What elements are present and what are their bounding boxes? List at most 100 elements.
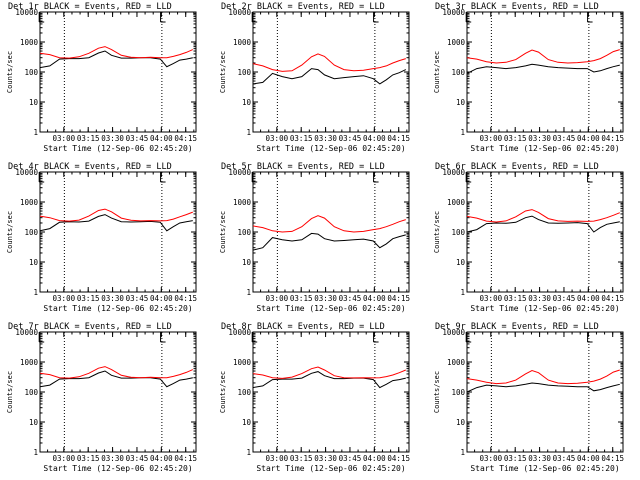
x-tick-label: 04:00 bbox=[577, 294, 600, 303]
x-tick-label: 03:30 bbox=[314, 134, 337, 143]
chart-panel: Det 2r BLACK = Events, RED = LLD 1 10 100 10… bbox=[219, 2, 410, 153]
y-tick-label: 100 bbox=[24, 388, 38, 397]
x-tick-label: 03:15 bbox=[504, 294, 527, 303]
x-tick-label: 03:15 bbox=[504, 134, 527, 143]
y-tick-label: 100 bbox=[451, 68, 465, 77]
chart-panel: Det 5r BLACK = Events, RED = LLD 1 10 100 10… bbox=[219, 162, 410, 313]
x-tick-label: 03:15 bbox=[77, 134, 100, 143]
x-tick-label: 03:00 bbox=[480, 454, 503, 463]
x-tick-label: 03:00 bbox=[480, 294, 503, 303]
x-axis-label: Start Time (12-Sep-06 02:45:20) bbox=[43, 304, 192, 313]
x-tick-label: 04:15 bbox=[601, 454, 624, 463]
x-tick-label: 04:15 bbox=[387, 294, 410, 303]
chart-panel: Det 6r BLACK = Events, RED = LLD 1 10 100 10… bbox=[433, 162, 624, 313]
x-tick-label: 03:30 bbox=[528, 454, 551, 463]
x-tick-label: 04:00 bbox=[577, 454, 600, 463]
x-axis-label: Start Time (12-Sep-06 02:45:20) bbox=[470, 144, 619, 153]
x-tick-label: 03:00 bbox=[266, 134, 289, 143]
x-tick-label: 03:30 bbox=[101, 134, 124, 143]
x-tick-label: 04:15 bbox=[601, 134, 624, 143]
y-axis-label: Counts/sec bbox=[6, 51, 14, 93]
x-tick-label: 04:00 bbox=[150, 134, 173, 143]
series-events-line bbox=[252, 68, 407, 85]
y-tick-label: 1000 bbox=[447, 198, 466, 207]
y-tick-label: 100 bbox=[451, 228, 465, 237]
x-tick-label: 03:15 bbox=[77, 454, 100, 463]
x-tick-label: 04:00 bbox=[150, 454, 173, 463]
series-events-line bbox=[466, 215, 620, 233]
x-tick-label: 03:30 bbox=[314, 454, 337, 463]
y-tick-label: 10 bbox=[242, 418, 252, 427]
x-tick-label: 03:00 bbox=[480, 134, 503, 143]
x-tick-label: 03:45 bbox=[553, 454, 576, 463]
x-tick-label: 03:30 bbox=[528, 294, 551, 303]
chart-title: Det 1r BLACK = Events, RED = LLD bbox=[8, 2, 172, 12]
x-tick-label: 03:30 bbox=[314, 294, 337, 303]
series-events-line bbox=[39, 370, 193, 388]
series-events-line bbox=[39, 50, 193, 69]
y-tick-label: 1 bbox=[460, 128, 465, 137]
x-tick-label: 03:15 bbox=[77, 294, 100, 303]
y-axis-label: Counts/sec bbox=[433, 371, 441, 413]
chart-panel: Det 1r BLACK = Events, RED = LLD 1 10 100 10… bbox=[6, 2, 197, 153]
chart-title: Det 6r BLACK = Events, RED = LLD bbox=[435, 162, 599, 172]
x-tick-label: 03:15 bbox=[290, 294, 313, 303]
x-tick-label: 03:30 bbox=[101, 294, 124, 303]
y-tick-label: 100 bbox=[24, 228, 38, 237]
series-lld-line bbox=[252, 366, 406, 379]
y-tick-label: 1 bbox=[33, 288, 38, 297]
y-tick-label: 1000 bbox=[233, 358, 252, 367]
x-tick-label: 03:15 bbox=[290, 454, 313, 463]
series-lld-line bbox=[39, 366, 193, 379]
x-tick-label: 04:15 bbox=[601, 294, 624, 303]
series-lld-line bbox=[466, 369, 620, 385]
y-tick-label: 10000 bbox=[228, 168, 251, 177]
x-tick-label: 03:30 bbox=[528, 134, 551, 143]
x-tick-label: 03:30 bbox=[101, 454, 124, 463]
x-axis-label: Start Time (12-Sep-06 02:45:20) bbox=[43, 144, 192, 153]
y-tick-label: 10000 bbox=[15, 328, 38, 337]
y-tick-label: 10000 bbox=[228, 328, 251, 337]
y-tick-label: 100 bbox=[237, 388, 251, 397]
plot-frame bbox=[252, 331, 410, 453]
x-tick-label: 03:45 bbox=[339, 134, 362, 143]
y-tick-label: 10 bbox=[242, 98, 252, 107]
x-tick-label: 04:00 bbox=[363, 454, 386, 463]
x-tick-label: 03:15 bbox=[504, 454, 527, 463]
x-tick-label: 04:00 bbox=[577, 134, 600, 143]
y-tick-label: 10 bbox=[242, 258, 252, 267]
y-axis-label: Counts/sec bbox=[6, 211, 14, 253]
plot-frame bbox=[39, 11, 197, 133]
x-tick-label: 04:15 bbox=[174, 134, 197, 143]
y-tick-label: 1 bbox=[460, 448, 465, 457]
x-axis-label: Start Time (12-Sep-06 02:45:20) bbox=[43, 464, 192, 473]
chart-panel: Det 9r BLACK = Events, RED = LLD 1 10 100 10… bbox=[433, 322, 624, 473]
x-tick-label: 03:45 bbox=[126, 454, 149, 463]
chart-title: Det 3r BLACK = Events, RED = LLD bbox=[435, 2, 599, 12]
x-tick-label: 04:00 bbox=[363, 294, 386, 303]
series-lld-line bbox=[466, 49, 620, 64]
x-tick-label: 03:45 bbox=[126, 294, 149, 303]
plot-frame bbox=[252, 11, 410, 133]
x-tick-label: 03:00 bbox=[266, 294, 289, 303]
y-tick-label: 1000 bbox=[20, 38, 39, 47]
plot-frame bbox=[466, 11, 624, 133]
x-tick-label: 04:00 bbox=[150, 294, 173, 303]
chart-title: Det 9r BLACK = Events, RED = LLD bbox=[435, 322, 599, 332]
y-tick-label: 10 bbox=[29, 418, 39, 427]
chart-panel: Det 4r BLACK = Events, RED = LLD 1 10 100 10… bbox=[6, 162, 197, 313]
chart-title: Det 8r BLACK = Events, RED = LLD bbox=[221, 322, 385, 332]
y-axis-label: Counts/sec bbox=[219, 371, 227, 413]
plot-frame bbox=[466, 331, 624, 453]
y-tick-label: 10 bbox=[29, 98, 39, 107]
chart-panel: Det 3r BLACK = Events, RED = LLD 1 10 100 10… bbox=[433, 2, 624, 153]
y-tick-label: 1000 bbox=[447, 38, 466, 47]
y-tick-label: 100 bbox=[451, 388, 465, 397]
y-tick-label: 1 bbox=[246, 288, 251, 297]
y-tick-label: 1 bbox=[460, 288, 465, 297]
plot-frame bbox=[39, 171, 197, 293]
y-axis-label: Counts/sec bbox=[433, 211, 441, 253]
y-axis-label: Counts/sec bbox=[433, 51, 441, 93]
y-axis-label: Counts/sec bbox=[219, 211, 227, 253]
